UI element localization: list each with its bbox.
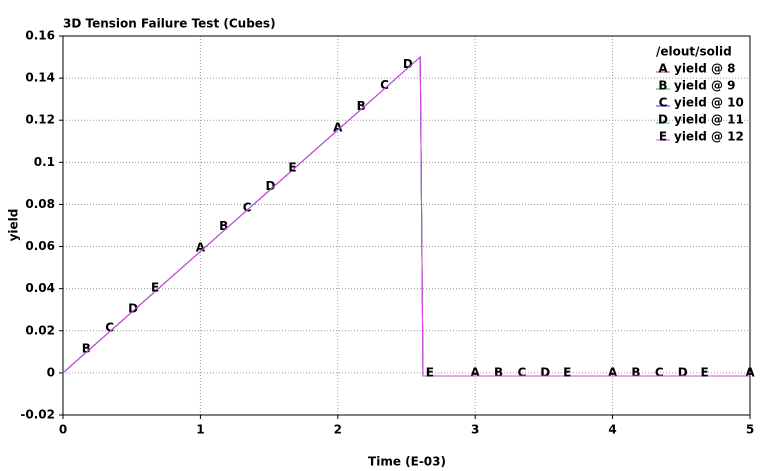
x-tick-label: 4 [608, 423, 616, 437]
x-tick-label: 0 [59, 423, 67, 437]
y-axis-label: yield [7, 209, 21, 242]
series-line [62, 55, 750, 377]
legend-label: yield @ 10 [674, 96, 744, 110]
marker-symbol: E [151, 280, 159, 294]
marker-symbol: D [678, 366, 688, 380]
x-tick-label: 1 [196, 423, 204, 437]
marker-symbol: D [128, 301, 138, 315]
legend-label: yield @ 12 [674, 130, 744, 144]
marker-symbol: B [494, 366, 503, 380]
legend-symbol: A [658, 62, 668, 76]
marker-symbol: D [265, 179, 275, 193]
chart-title: 3D Tension Failure Test (Cubes) [63, 17, 276, 31]
series-line [62, 55, 750, 377]
marker-symbol: E [288, 160, 296, 174]
x-tick-label: 3 [471, 423, 479, 437]
marker-symbol: D [540, 366, 550, 380]
marker-symbol: C [518, 366, 527, 380]
marker-symbol: C [655, 366, 664, 380]
marker-symbol: A [471, 366, 481, 380]
series-line [62, 55, 750, 377]
legend-label: yield @ 11 [674, 113, 744, 127]
marker-symbol: B [631, 366, 640, 380]
y-tick-label: 0.1 [34, 155, 55, 169]
y-tick-label: 0.12 [25, 113, 55, 127]
y-tick-label: 0.16 [25, 29, 55, 43]
marker-symbol: A [745, 366, 755, 380]
legend-symbol: D [658, 113, 668, 127]
y-tick-label: 0.04 [25, 281, 55, 295]
legend-title: /elout/solid [656, 45, 732, 59]
series-line [62, 55, 750, 377]
marker-symbol: B [82, 341, 91, 355]
marker-symbol: A [608, 366, 618, 380]
marker-symbol: B [357, 99, 366, 113]
y-tick-label: 0.02 [25, 323, 55, 337]
marker-symbol: B [219, 219, 228, 233]
legend-symbol: C [659, 96, 668, 110]
marker-symbol: A [333, 120, 343, 134]
y-tick-label: 0 [47, 365, 55, 379]
marker-symbol: A [196, 240, 206, 254]
x-tick-label: 2 [334, 423, 342, 437]
series-line [62, 55, 750, 377]
y-tick-label: 0.14 [25, 71, 55, 85]
marker-symbol: D [403, 57, 413, 71]
marker-symbol: C [380, 78, 389, 92]
marker-symbol: C [243, 200, 252, 214]
plot-frame [62, 35, 751, 416]
y-tick-label: 0.06 [25, 239, 55, 253]
marker-symbol: C [105, 320, 114, 334]
marker-symbol: E [426, 366, 434, 380]
legend-symbol: E [659, 130, 667, 144]
legend-symbol: B [658, 79, 667, 93]
y-tick-label: -0.02 [20, 408, 55, 422]
x-tick-label: 5 [746, 423, 754, 437]
marker-symbol: E [701, 366, 709, 380]
x-axis-label: Time (E-03) [368, 455, 446, 469]
legend-label: yield @ 9 [674, 79, 735, 93]
marker-symbol: E [563, 366, 571, 380]
y-tick-label: 0.08 [25, 197, 55, 211]
legend-label: yield @ 8 [674, 62, 735, 76]
